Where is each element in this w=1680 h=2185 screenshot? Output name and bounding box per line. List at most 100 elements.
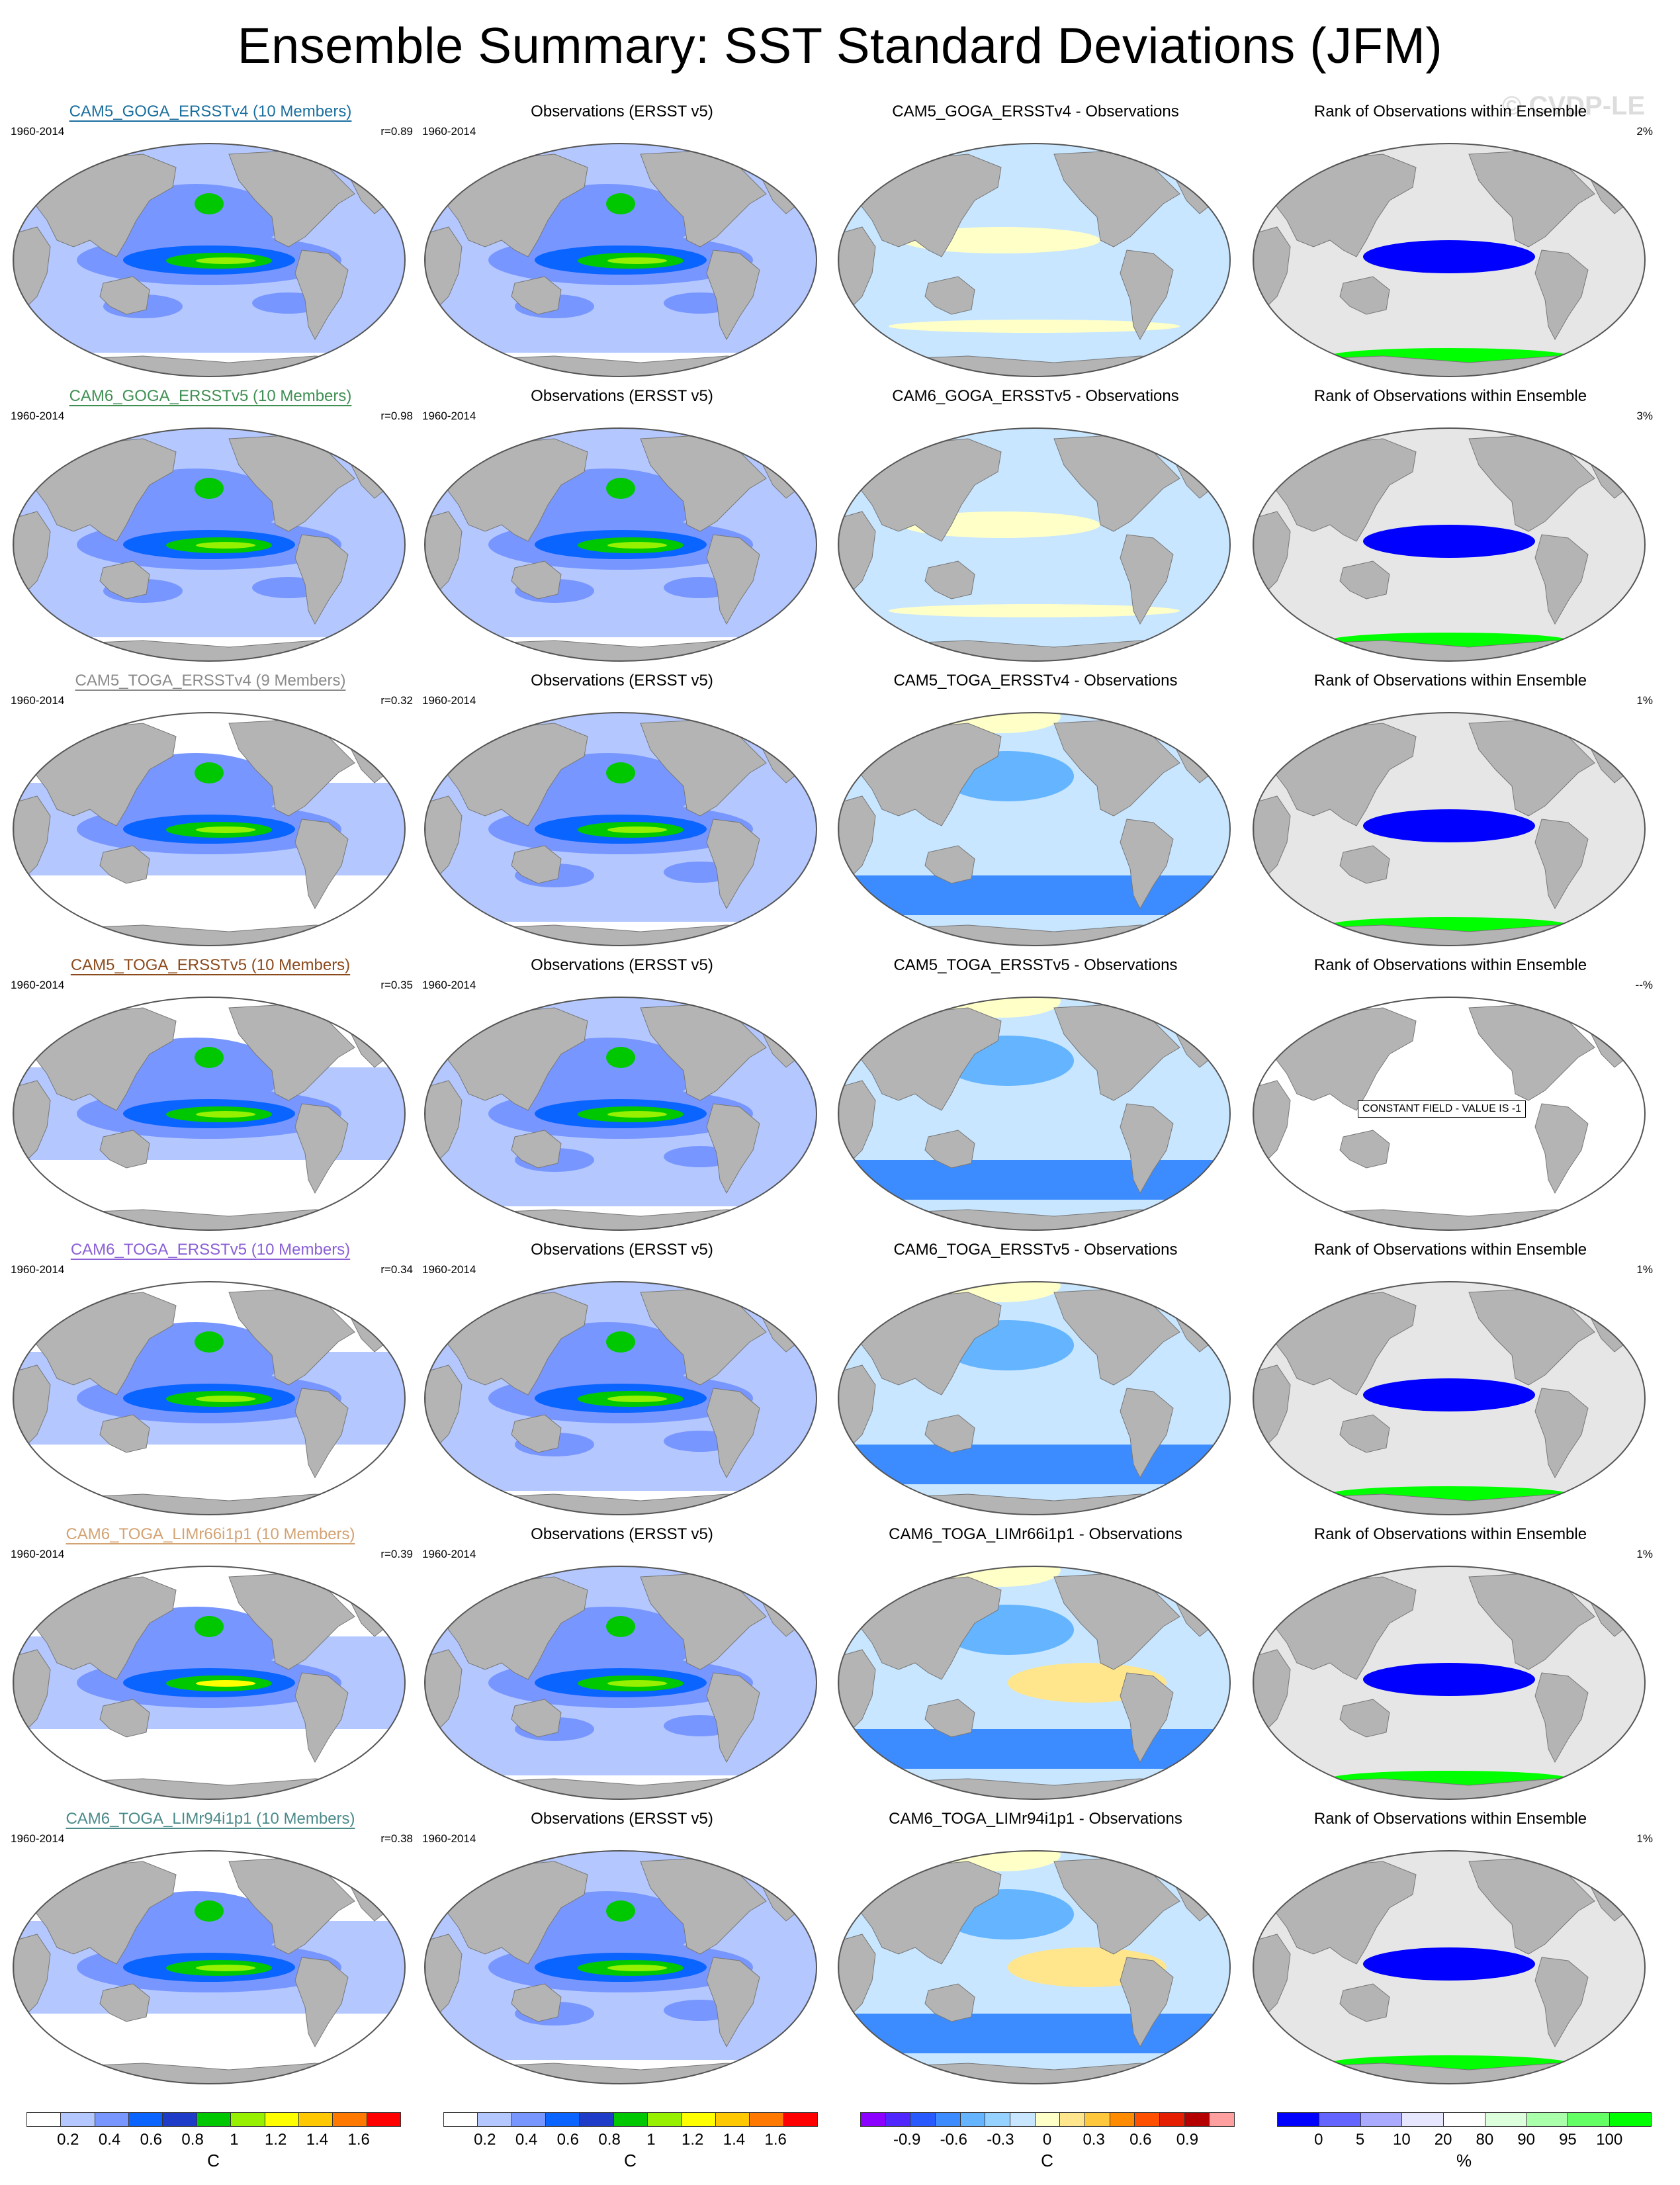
pattern-correlation: r=0.98 (380, 410, 413, 422)
greenland-land (321, 713, 355, 734)
map-frame (13, 143, 406, 377)
colorbar-tick-label: 1.2 (681, 2131, 704, 2149)
greenland-land (1146, 428, 1180, 449)
rank-map (1253, 143, 1646, 377)
south-america-land (1534, 1957, 1589, 2048)
obs-panel-title: Observations (ERSST v5) (531, 956, 713, 974)
colorbar-swatch (1484, 2112, 1527, 2127)
model-map (13, 997, 406, 1231)
diff-panel-title: CAM6_TOGA_LIMr94i1p1 - Observations (889, 1810, 1182, 1828)
colorbar-swatch (1059, 2112, 1085, 2127)
model-panel: CAM5_TOGA_ERSSTv5 (10 Members) 1960-2014 r… (5, 956, 416, 1241)
colorbar-tick-label: 0.4 (98, 2131, 121, 2149)
map-frame (13, 712, 406, 946)
south-america-land (706, 1103, 760, 1194)
map-frame (13, 997, 406, 1231)
obs-map (424, 1850, 817, 2084)
obs-panel-title: Observations (ERSST v5) (531, 1810, 713, 1828)
colorbar-tick-label: 20 (1434, 2131, 1452, 2149)
map-frame (838, 712, 1231, 946)
australia-land (99, 1699, 150, 1738)
australia-land (511, 560, 562, 600)
pattern-correlation: r=0.38 (380, 1832, 413, 1845)
greenland-land (732, 1566, 767, 1587)
model-panel-title: CAM5_TOGA_ERSSTv5 (10 Members) (70, 956, 351, 974)
colorbar-tick-label: 1.2 (264, 2131, 287, 2149)
map-frame (838, 1850, 1231, 2084)
colorbar-swatch (162, 2112, 197, 2127)
diff-map (838, 427, 1231, 662)
south-america-land (1120, 1103, 1174, 1194)
colorbar-swatch (647, 2112, 682, 2127)
australia-land (1339, 845, 1390, 884)
diff-map (838, 712, 1231, 946)
colorbar-swatch (910, 2112, 936, 2127)
map-frame (13, 1850, 406, 2084)
rank-panel: Rank of Observations within Ensemble 1% (1245, 672, 1656, 956)
period-label: 1960-2014 (422, 979, 476, 991)
greenland-land (732, 1851, 767, 1872)
constant-field-notice: CONSTANT FIELD - VALUE IS -1 (1358, 1100, 1526, 1118)
model-panel-title: CAM6_TOGA_LIMr66i1p1 (10 Members) (66, 1525, 355, 1543)
obs-panel-title: Observations (ERSST v5) (531, 1241, 713, 1259)
colorbar-swatch (1034, 2112, 1061, 2127)
rank-panel-title: Rank of Observations within Ensemble (1313, 1810, 1587, 1828)
colorbar-swatch (749, 2112, 784, 2127)
australia-land (99, 1414, 150, 1453)
south-america-land (1534, 1103, 1589, 1194)
south-america-land (1120, 249, 1174, 341)
colorbar-tick-label: 10 (1392, 2131, 1411, 2149)
colorbar-swatch (985, 2112, 1010, 2127)
australia-land (1339, 1699, 1390, 1738)
rank-panel: Rank of Observations within Ensemble --% C… (1245, 956, 1656, 1241)
colorbar-tick-label: -0.3 (987, 2131, 1014, 2149)
rank-map (1253, 1850, 1646, 2084)
colorbar-swatch (860, 2112, 886, 2127)
rank-panel: Rank of Observations within Ensemble 2% (1245, 103, 1656, 387)
colorbar-swatch (298, 2112, 333, 2127)
australia-land (99, 276, 150, 315)
obs-panel: Observations (ERSST v5) 1960-2014 (417, 1525, 827, 1810)
greenland-land (1146, 1282, 1180, 1303)
colorbar-tick-label: 0.2 (474, 2131, 496, 2149)
colorbar-swatch (94, 2112, 130, 2127)
south-america-land (294, 534, 349, 625)
model-panel-title: CAM6_TOGA_LIMr94i1p1 (10 Members) (66, 1810, 355, 1828)
watermark-logo: © CVDP-LE (1502, 91, 1646, 120)
diff-map (838, 1850, 1231, 2084)
colorbar-swatch (26, 2112, 62, 2127)
colorbar-unit-label: % (1456, 2151, 1472, 2170)
model-panel: CAM6_TOGA_LIMr66i1p1 (10 Members) 1960-20… (5, 1525, 416, 1810)
rank-map (1253, 1281, 1646, 1515)
rank-map (1253, 427, 1646, 662)
map-frame (1253, 712, 1646, 946)
map-frame (838, 997, 1231, 1231)
map-frame (13, 1566, 406, 1800)
obs-map (424, 1566, 817, 1800)
australia-land (511, 845, 562, 884)
pattern-correlation: r=0.89 (380, 125, 413, 138)
colorbar-tick-label: 0.6 (140, 2131, 163, 2149)
period-label: 1960-2014 (11, 1263, 65, 1276)
model-map (13, 1566, 406, 1800)
diff-panel-title: CAM5_TOGA_ERSSTv4 - Observations (893, 672, 1178, 690)
colorbar-swatch (1277, 2112, 1319, 2127)
australia-land (1339, 276, 1390, 315)
colorbar-tick-label: 5 (1355, 2131, 1365, 2149)
south-america-land (706, 534, 760, 625)
colorbar-swatch (1568, 2112, 1611, 2127)
south-america-land (706, 819, 760, 910)
colorbar-tick-label: 0 (1042, 2131, 1052, 2149)
australia-land (511, 1699, 562, 1738)
obs-panel: Observations (ERSST v5) 1960-2014 (417, 387, 827, 672)
map-frame (13, 1281, 406, 1515)
map-frame (424, 1281, 817, 1515)
colorbar-swatch (511, 2112, 547, 2127)
greenland-land (1146, 144, 1180, 165)
diff-panel-title: CAM6_GOGA_ERSSTv5 - Observations (892, 387, 1179, 405)
colorbar-tick-label: 0.3 (1083, 2131, 1105, 2149)
colorbar-swatch (1443, 2112, 1485, 2127)
period-label: 1960-2014 (422, 125, 476, 138)
diff-map (838, 143, 1231, 377)
obs-panel: Observations (ERSST v5) 1960-2014 (417, 1241, 827, 1525)
